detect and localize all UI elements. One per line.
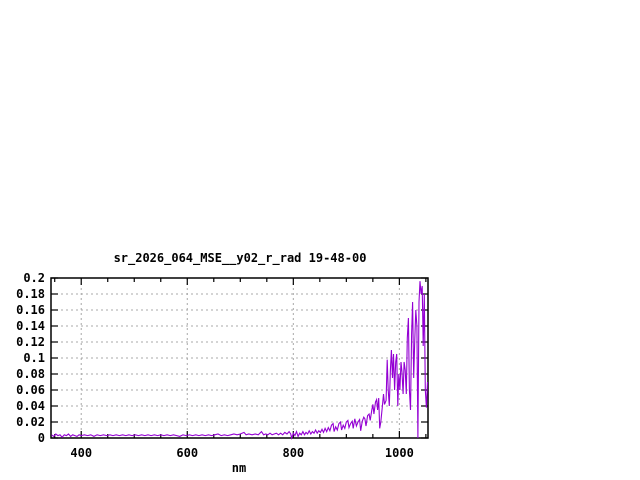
plot-frame <box>50 277 429 439</box>
y-tick-label: 0.18 <box>16 287 45 301</box>
y-tick-label: 0.08 <box>16 367 45 381</box>
y-tick-label: 0.06 <box>16 383 45 397</box>
y-tick-label: 0.2 <box>23 271 45 285</box>
y-tick-label: 0.12 <box>16 335 45 349</box>
y-tick-label: 0.16 <box>16 303 45 317</box>
x-tick-label: 400 <box>70 446 92 460</box>
series-line <box>51 281 429 440</box>
y-tick-label: 0.04 <box>16 399 45 413</box>
y-tick-label: 0.02 <box>16 415 45 429</box>
y-tick-label: 0 <box>38 431 45 445</box>
chart-title: sr_2026_064_MSE__y02_r_rad 19-48-00 <box>114 251 367 266</box>
x-tick-label: 1000 <box>385 446 414 460</box>
tick-label-layer: 0 0.02 0.04 0.06 0.08 0.1 0.12 0.14 0.16 0.18 0.2 4… <box>16 271 414 460</box>
x-tick-label: 600 <box>176 446 198 460</box>
y-tick-label: 0.14 <box>16 319 45 333</box>
grid-layer <box>51 278 428 438</box>
y-tick-label: 0.1 <box>23 351 45 365</box>
x-axis-label: nm <box>232 461 246 475</box>
x-tick-label: 800 <box>282 446 304 460</box>
